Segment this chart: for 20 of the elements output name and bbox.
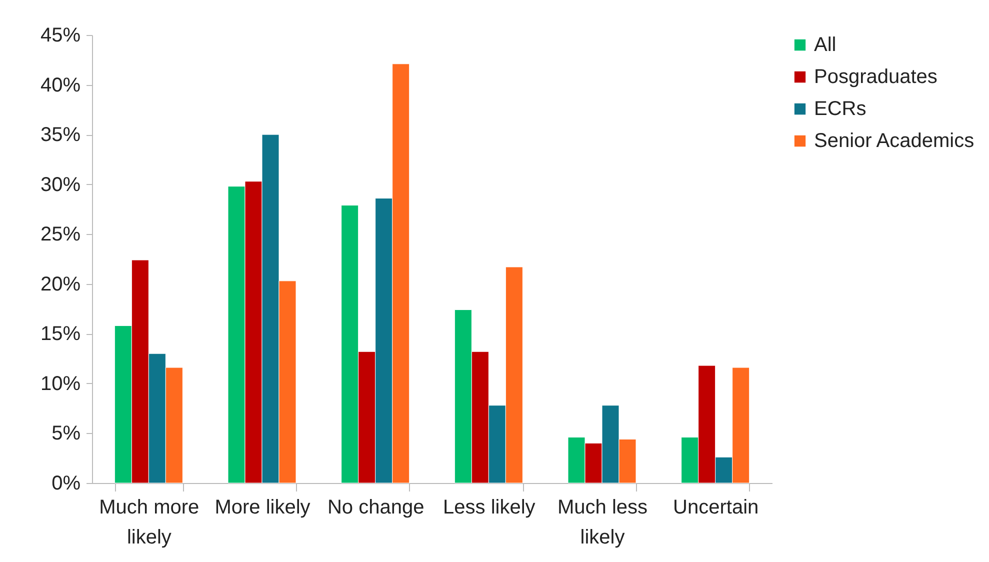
y-tick-label: 40% bbox=[40, 74, 81, 96]
y-tick-label: 5% bbox=[52, 422, 81, 445]
legend-label: ECRs bbox=[814, 98, 866, 120]
y-tick-label: 30% bbox=[40, 174, 81, 196]
x-tick-label: Much more likely bbox=[99, 496, 200, 548]
y-tick-label: 10% bbox=[40, 372, 81, 395]
y-tick-label: 0% bbox=[52, 472, 81, 494]
y-tick-label: 20% bbox=[40, 273, 81, 296]
x-tick-label: No change bbox=[327, 496, 424, 518]
y-tick-label: 25% bbox=[40, 224, 81, 246]
x-tick-label: More likely bbox=[214, 496, 310, 518]
x-tick-label: Uncertain bbox=[673, 496, 759, 518]
y-tick-label: 45% bbox=[40, 24, 81, 46]
x-tick-label: Much less likely bbox=[557, 496, 648, 548]
x-tick-label: Less likely bbox=[443, 496, 536, 518]
y-tick-label: 35% bbox=[40, 124, 81, 146]
legend-label: All bbox=[814, 34, 836, 56]
y-tick-label: 15% bbox=[40, 323, 81, 346]
legend-label: Senior Academics bbox=[814, 130, 974, 152]
legend-label: Posgraduates bbox=[814, 66, 938, 88]
